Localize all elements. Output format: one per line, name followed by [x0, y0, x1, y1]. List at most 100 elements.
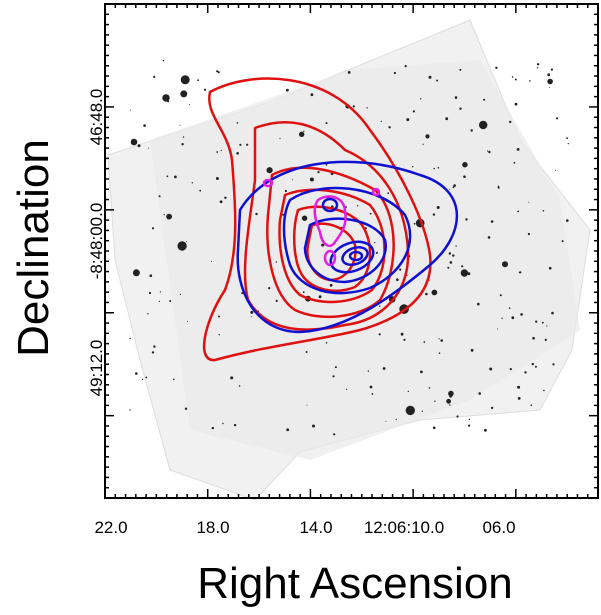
star [184, 407, 188, 410]
star [239, 143, 242, 146]
star [189, 104, 191, 105]
star [162, 59, 165, 62]
star [544, 338, 547, 341]
x-axis-title: Right Ascension [197, 559, 513, 608]
star [403, 338, 406, 341]
star [334, 366, 337, 369]
star [468, 418, 471, 421]
star [180, 75, 190, 85]
star [317, 171, 320, 174]
star [513, 161, 516, 164]
star [412, 166, 414, 168]
star [129, 409, 131, 411]
star [129, 337, 131, 339]
star [478, 392, 482, 395]
star [423, 341, 426, 343]
star [437, 167, 440, 169]
star [306, 404, 308, 406]
star [371, 393, 374, 395]
star [310, 93, 314, 97]
star [532, 336, 535, 340]
star [536, 67, 539, 69]
star [431, 289, 438, 296]
star [180, 90, 188, 98]
star [470, 348, 474, 352]
star [130, 109, 132, 111]
star [325, 122, 328, 125]
star [488, 150, 491, 154]
star [191, 182, 193, 184]
star [143, 124, 146, 127]
star [275, 299, 278, 302]
star [236, 122, 239, 124]
star [145, 376, 148, 379]
star [236, 152, 239, 155]
star [151, 227, 155, 230]
star [385, 420, 387, 422]
star [462, 162, 468, 168]
star [379, 305, 381, 307]
star [511, 316, 515, 320]
star [153, 345, 156, 348]
star [174, 175, 177, 179]
star [433, 167, 436, 170]
star [460, 269, 469, 277]
star [501, 317, 503, 319]
frame-ticks [104, 3, 599, 499]
star [448, 390, 454, 397]
star [187, 320, 188, 322]
star [224, 196, 227, 199]
star [367, 370, 370, 372]
star [459, 68, 462, 71]
star [514, 102, 518, 106]
star [382, 367, 386, 370]
star [376, 251, 378, 254]
star [497, 186, 500, 189]
star [432, 213, 436, 216]
star [449, 188, 451, 190]
star [502, 261, 508, 268]
star [407, 390, 409, 393]
blue-contours [236, 160, 459, 334]
star [309, 177, 314, 182]
star [220, 149, 222, 152]
star [445, 117, 449, 121]
star [547, 78, 553, 85]
star [467, 272, 471, 276]
star [186, 241, 188, 243]
star [284, 189, 287, 193]
x-tick-label: 14.0 [299, 518, 332, 537]
star [534, 365, 537, 368]
star [148, 291, 152, 295]
star [497, 185, 500, 188]
star [333, 433, 336, 436]
star [215, 177, 219, 180]
star [509, 368, 512, 371]
star [511, 76, 514, 78]
star [177, 241, 187, 251]
star [490, 220, 494, 223]
x-tick-labels: 22.0 18.0 14.0 12:06:10.0 06.0 [94, 518, 515, 537]
star [428, 387, 431, 389]
star [529, 80, 531, 82]
star [406, 118, 410, 122]
star [543, 389, 545, 392]
star [158, 195, 161, 198]
star [455, 245, 457, 247]
star [456, 415, 459, 418]
star [303, 217, 307, 220]
star [483, 98, 486, 101]
star [173, 378, 175, 381]
star [163, 214, 165, 216]
star [211, 426, 214, 430]
star [425, 292, 428, 296]
star [438, 352, 441, 355]
star [393, 71, 396, 75]
star [484, 428, 487, 432]
star [141, 378, 144, 381]
x-tick-label: 12:06:10.0 [364, 518, 444, 537]
star [148, 147, 150, 149]
star [378, 333, 381, 336]
star [218, 315, 220, 318]
star [490, 406, 494, 410]
